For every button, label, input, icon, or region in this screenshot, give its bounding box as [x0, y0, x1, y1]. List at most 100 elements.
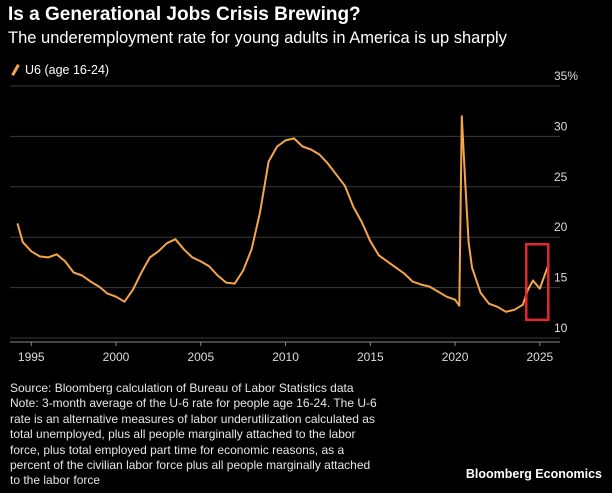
footnote-line: force, plus total employed part time for…: [10, 442, 345, 457]
data-point: [115, 295, 117, 298]
x-tick-label: 2015: [357, 350, 384, 364]
legend-label: U6 (age 16-24): [25, 63, 110, 77]
annotation-layer: [525, 243, 550, 322]
footnote-line: to the labor force: [10, 473, 101, 488]
data-point: [369, 240, 372, 243]
data-point: [123, 300, 126, 303]
data-point: [16, 223, 19, 225]
data-point: [242, 269, 245, 272]
data-point: [98, 285, 100, 288]
legend: U6 (age 16-24): [11, 63, 110, 77]
data-point: [157, 250, 160, 253]
data-point: [420, 283, 423, 286]
data-point: [30, 250, 33, 253]
y-tick-label: 15: [554, 271, 568, 285]
data-point: [72, 271, 75, 274]
data-point: [191, 256, 194, 259]
data-point: [310, 148, 312, 151]
data-point: [293, 137, 295, 140]
data-point: [496, 305, 499, 308]
data-point: [445, 295, 448, 298]
data-point: [428, 285, 431, 288]
data-point: [488, 302, 490, 305]
data-point: [386, 260, 389, 263]
data-point: [479, 291, 482, 294]
x-tick-label: 2005: [187, 350, 214, 364]
data-point: [377, 254, 380, 257]
data-point: [318, 153, 321, 156]
data-point: [505, 310, 507, 313]
data-point: [47, 256, 50, 259]
data-point: [38, 255, 41, 258]
footnote-line: percent of the civilian labor force plus…: [10, 458, 371, 473]
y-tick-label: 10: [554, 321, 568, 335]
data-point: [467, 241, 470, 244]
data-point: [208, 265, 211, 268]
y-tick-label: 35%: [554, 69, 578, 83]
data-point: [165, 242, 168, 245]
x-tick-label: 2020: [442, 350, 469, 364]
data-point: [335, 173, 338, 176]
data-point: [276, 145, 278, 148]
data-point: [458, 304, 461, 307]
data-point: [140, 271, 143, 274]
footnote-line: rate is an alternative measures of labor…: [10, 411, 375, 426]
data-point: [464, 180, 467, 183]
data-point: [454, 298, 456, 301]
data-point: [199, 260, 202, 263]
footnote: Source: Bloomberg calculation of Bureau …: [10, 381, 450, 489]
data-point: [259, 211, 262, 213]
data-point: [301, 145, 304, 148]
x-tick-label: 2010: [272, 350, 299, 364]
data-point: [521, 303, 524, 306]
highlight-box: [525, 243, 550, 322]
data-point: [352, 206, 355, 208]
brand-label: Bloomberg Economics: [465, 467, 602, 481]
footnote-line: Note: 3-month average of the U-6 rate fo…: [10, 396, 377, 411]
data-point: [532, 279, 534, 282]
x-tick-label: 1995: [18, 350, 45, 364]
data-point: [394, 266, 397, 269]
y-tick-label: 30: [554, 119, 568, 133]
data-point: [250, 248, 253, 251]
data-point: [538, 287, 541, 290]
data-point: [64, 260, 67, 263]
data-point: [360, 221, 363, 223]
chart-title: Is a Generational Jobs Crisis Brewing?: [8, 4, 361, 25]
x-tick-label: 2025: [526, 350, 553, 364]
gridlines: [10, 85, 560, 339]
x-tick-label: 2000: [103, 350, 130, 364]
data-point: [55, 253, 58, 256]
series-line: [16, 115, 550, 313]
data-point: [89, 280, 92, 283]
x-axis-ticks: 1995 2000 2005 2010 2015 2020 2025: [10, 341, 560, 364]
data-point: [21, 241, 24, 244]
data-point: [225, 281, 228, 284]
data-point: [174, 238, 177, 241]
y-tick-label: 25: [554, 170, 568, 184]
data-point: [284, 139, 287, 142]
data-point: [343, 184, 346, 187]
chart-subtitle: The underemployment rate for young adult…: [8, 29, 507, 47]
data-point: [544, 273, 546, 276]
data-point: [267, 160, 270, 163]
data-point: [460, 115, 463, 118]
data-point: [403, 272, 406, 275]
data-point: [513, 308, 516, 311]
data-point: [437, 290, 440, 293]
data-point: [216, 274, 219, 277]
data-point: [132, 288, 134, 291]
data-point: [233, 282, 236, 285]
data-point: [149, 256, 151, 259]
y-tick-label: 20: [554, 220, 568, 234]
data-point: [471, 266, 473, 269]
footnote-line: total unemployed, plus all people margin…: [10, 427, 356, 442]
y-axis-ticks: 10 15 20 25 30 35%: [554, 69, 578, 335]
data-point: [106, 292, 109, 295]
footnote-line: Source: Bloomberg calculation of Bureau …: [10, 381, 354, 395]
series-layer: [16, 115, 550, 313]
data-point: [411, 280, 414, 283]
data-point: [182, 248, 185, 251]
data-point: [327, 162, 329, 165]
